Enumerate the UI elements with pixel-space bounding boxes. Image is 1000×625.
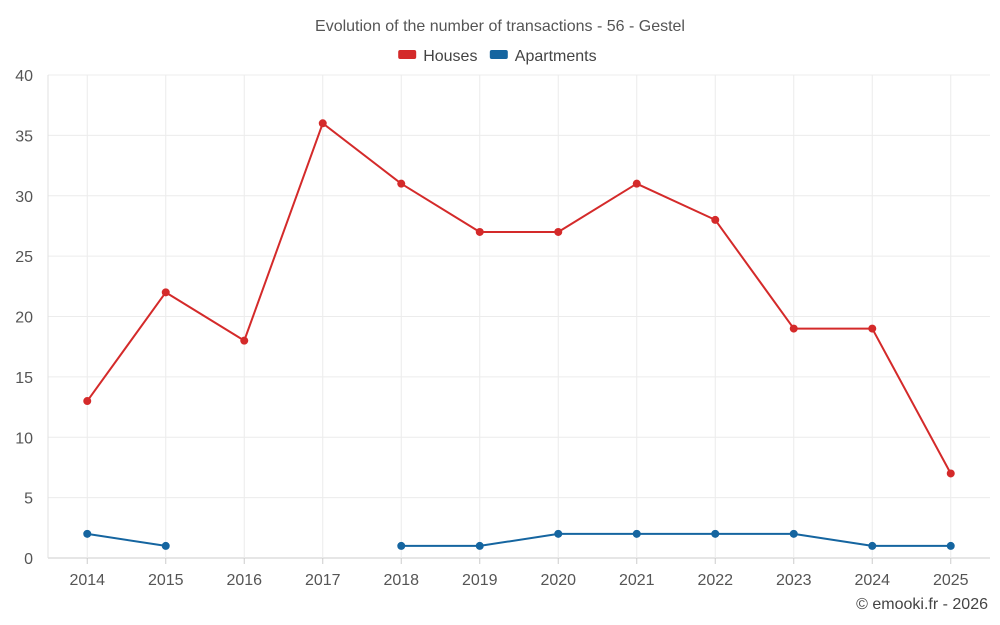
y-tick-label: 25 — [15, 249, 33, 266]
data-point-apartments[interactable] — [161, 541, 170, 550]
x-tick-label: 2014 — [69, 572, 105, 589]
data-point-houses[interactable] — [946, 469, 955, 478]
y-tick-label: 15 — [15, 370, 33, 387]
x-tick-label: 2019 — [462, 572, 498, 589]
data-point-houses[interactable] — [868, 324, 877, 333]
y-tick-label: 30 — [15, 189, 33, 206]
x-tick-label: 2018 — [383, 572, 419, 589]
x-tick-label: 2016 — [226, 572, 262, 589]
series-line-apartments — [401, 532, 951, 547]
data-point-houses[interactable] — [711, 215, 720, 224]
y-tick-label: 0 — [24, 551, 33, 568]
data-point-apartments[interactable] — [789, 529, 798, 538]
data-point-houses[interactable] — [789, 324, 798, 333]
data-point-houses[interactable] — [83, 397, 92, 406]
x-tick-label: 2025 — [933, 572, 969, 589]
data-point-houses[interactable] — [161, 288, 170, 297]
x-tick-label: 2023 — [776, 572, 812, 589]
data-point-apartments[interactable] — [946, 541, 955, 550]
y-tick-label: 10 — [15, 430, 33, 447]
y-tick-label: 35 — [15, 128, 33, 145]
x-tick-label: 2021 — [619, 572, 655, 589]
grid — [48, 74, 990, 559]
x-tick-label: 2015 — [148, 572, 184, 589]
chart-title: Evolution of the number of transactions … — [315, 18, 685, 35]
series-apartments — [83, 529, 955, 550]
legend-item-apartments[interactable]: Apartments — [489, 48, 597, 65]
series-houses — [83, 119, 955, 478]
y-tick-label: 40 — [15, 68, 33, 85]
data-point-houses[interactable] — [554, 227, 563, 236]
x-tick-label: 2017 — [305, 572, 341, 589]
data-point-apartments[interactable] — [397, 541, 406, 550]
x-tick-label: 2024 — [854, 572, 890, 589]
legend-label-apartments: Apartments — [515, 48, 597, 65]
x-tick-label: 2022 — [697, 572, 733, 589]
data-point-apartments[interactable] — [711, 529, 720, 538]
data-point-houses[interactable] — [240, 336, 249, 345]
data-point-apartments[interactable] — [554, 529, 563, 538]
legend-item-houses[interactable]: Houses — [398, 48, 477, 65]
legend-swatch-houses — [398, 50, 417, 59]
credit-text: © emooki.fr - 2026 — [856, 596, 988, 613]
data-point-apartments[interactable] — [83, 529, 92, 538]
data-point-houses[interactable] — [318, 119, 327, 128]
data-point-apartments[interactable] — [475, 541, 484, 550]
legend: Houses Apartments — [398, 48, 597, 65]
data-point-houses[interactable] — [475, 227, 484, 236]
x-tick-label: 2020 — [540, 572, 576, 589]
y-tick-label: 20 — [15, 310, 33, 327]
y-tick-label: 5 — [24, 491, 33, 508]
data-point-houses[interactable] — [397, 179, 406, 188]
legend-label-houses: Houses — [423, 48, 477, 65]
data-point-apartments[interactable] — [868, 541, 877, 550]
series-line-houses — [86, 122, 952, 474]
series-layer — [83, 119, 955, 550]
series-line-apartments — [87, 532, 166, 547]
data-point-apartments[interactable] — [632, 529, 641, 538]
legend-swatch-apartments — [489, 50, 508, 59]
data-point-houses[interactable] — [632, 179, 641, 188]
